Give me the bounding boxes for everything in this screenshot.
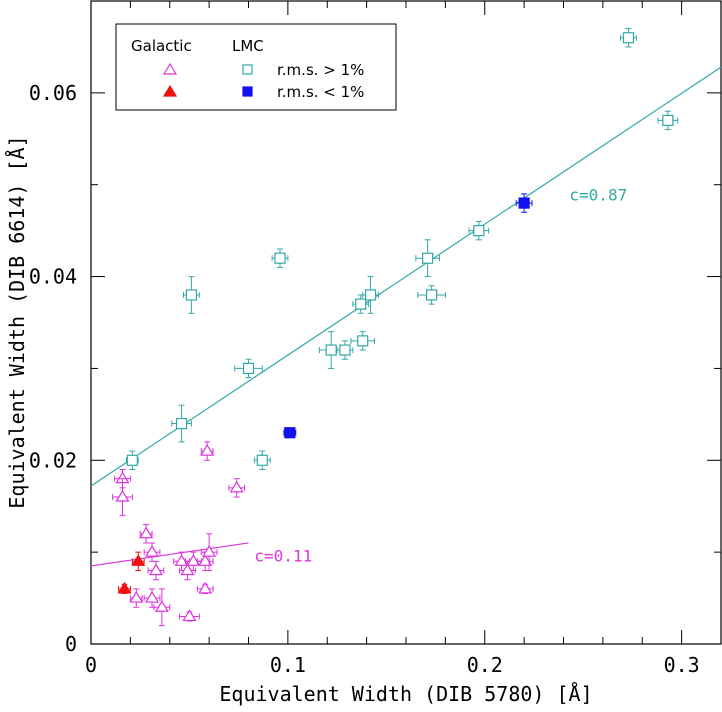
legend-galactic-header: Galactic: [131, 37, 192, 55]
data-point: [468, 220, 490, 241]
square-marker: [662, 114, 674, 127]
data-point: [147, 560, 165, 581]
data-point: [271, 248, 289, 268]
data-point: [417, 285, 446, 305]
x-tick-label: 0.1: [270, 653, 306, 677]
data-point: [139, 524, 154, 544]
fit-label: c=0.11: [254, 547, 312, 566]
fit-line: [90, 542, 249, 567]
data-points: [112, 28, 679, 627]
triangle-marker: [186, 554, 201, 566]
data-point: [129, 588, 144, 608]
x-tick-label: 0.3: [664, 653, 700, 677]
fit-line: [90, 66, 722, 487]
triangle-marker: [131, 554, 146, 566]
triangle-marker: [174, 554, 189, 566]
data-point: [415, 239, 440, 278]
square-marker: [518, 197, 530, 209]
square-marker: [325, 344, 337, 356]
square-marker: [242, 362, 255, 375]
triangle-marker: [180, 563, 195, 576]
data-point: [253, 450, 271, 470]
square-marker: [364, 289, 377, 301]
data-point: [283, 427, 297, 439]
y-tick-label: 0.04: [29, 265, 77, 289]
legend-filled-triangle-icon: [162, 84, 178, 97]
y-tick-label: 0.02: [29, 448, 77, 472]
data-point: [234, 358, 263, 379]
data-point: [117, 581, 132, 594]
legend-rms-low: r.m.s. < 1%: [277, 83, 364, 101]
triangle-marker: [129, 590, 144, 603]
legend-open-triangle-icon: [162, 62, 178, 75]
y-axis-label: Equivalent Width (DIB 6614) [Å]: [5, 135, 29, 508]
x-tick-label: 0: [85, 653, 97, 677]
legend-box: [115, 23, 397, 111]
data-point: [183, 276, 200, 314]
triangle-marker: [144, 544, 160, 557]
data-point: [200, 533, 218, 572]
fit-lines: c=0.87 c=0.11: [90, 66, 722, 567]
data-point: [196, 551, 214, 572]
legend-rms-high: r.m.s. > 1%: [277, 61, 364, 79]
data-point: [179, 560, 196, 581]
square-marker: [256, 454, 268, 466]
data-point: [352, 294, 370, 314]
data-point: [657, 110, 679, 131]
data-point: [620, 28, 637, 48]
triangle-marker: [182, 609, 197, 622]
data-point: [336, 340, 354, 360]
legend-lmc-header: LMC: [232, 37, 264, 55]
data-point: [362, 276, 379, 314]
axis-ticks: [90, 0, 722, 645]
triangle-marker: [198, 581, 213, 594]
square-marker: [355, 298, 367, 310]
data-point: [171, 404, 192, 443]
square-marker: [185, 289, 198, 301]
triangle-marker: [202, 544, 217, 557]
legend-filled-square-icon: [242, 86, 253, 97]
x-axis-label: Equivalent Width (DIB 5780) [Å]: [219, 682, 592, 706]
data-point: [179, 609, 200, 622]
y-tick-label: 0: [65, 632, 77, 656]
data-point: [143, 542, 161, 562]
square-marker: [339, 344, 351, 356]
square-marker: [274, 252, 286, 264]
x-tick-label: 0.2: [467, 653, 503, 677]
data-point: [125, 450, 139, 470]
square-marker: [473, 225, 485, 237]
triangle-marker: [144, 590, 160, 603]
data-point: [131, 551, 146, 572]
data-point: [112, 478, 133, 516]
data-point: [515, 193, 533, 213]
legend: Galactic LMC r.m.s. > 1% r.m.s. < 1%: [115, 23, 397, 111]
square-marker: [357, 335, 369, 347]
data-point: [196, 581, 214, 594]
data-point: [200, 441, 215, 461]
data-point: [350, 331, 375, 351]
triangle-marker: [229, 480, 244, 493]
triangle-marker: [139, 526, 154, 539]
triangle-marker: [148, 563, 164, 576]
square-marker: [622, 32, 635, 44]
triangle-marker: [117, 581, 132, 594]
triangle-marker: [200, 443, 215, 456]
square-marker: [126, 454, 138, 466]
square-marker: [284, 427, 296, 439]
square-marker: [425, 289, 438, 301]
triangle-marker: [115, 489, 130, 502]
data-point: [153, 588, 171, 627]
triangle-marker: [198, 554, 213, 566]
data-point: [143, 588, 161, 608]
tick-labels: 0 0.1 0.2 0.3 0 0.02 0.04 0.06: [29, 81, 700, 677]
data-point: [228, 478, 246, 498]
fit-label: c=0.87: [569, 186, 627, 205]
triangle-marker: [154, 600, 169, 612]
legend-open-square-icon: [242, 64, 253, 75]
square-marker: [422, 252, 434, 264]
square-marker: [175, 417, 188, 430]
y-tick-label: 0.06: [29, 81, 77, 105]
